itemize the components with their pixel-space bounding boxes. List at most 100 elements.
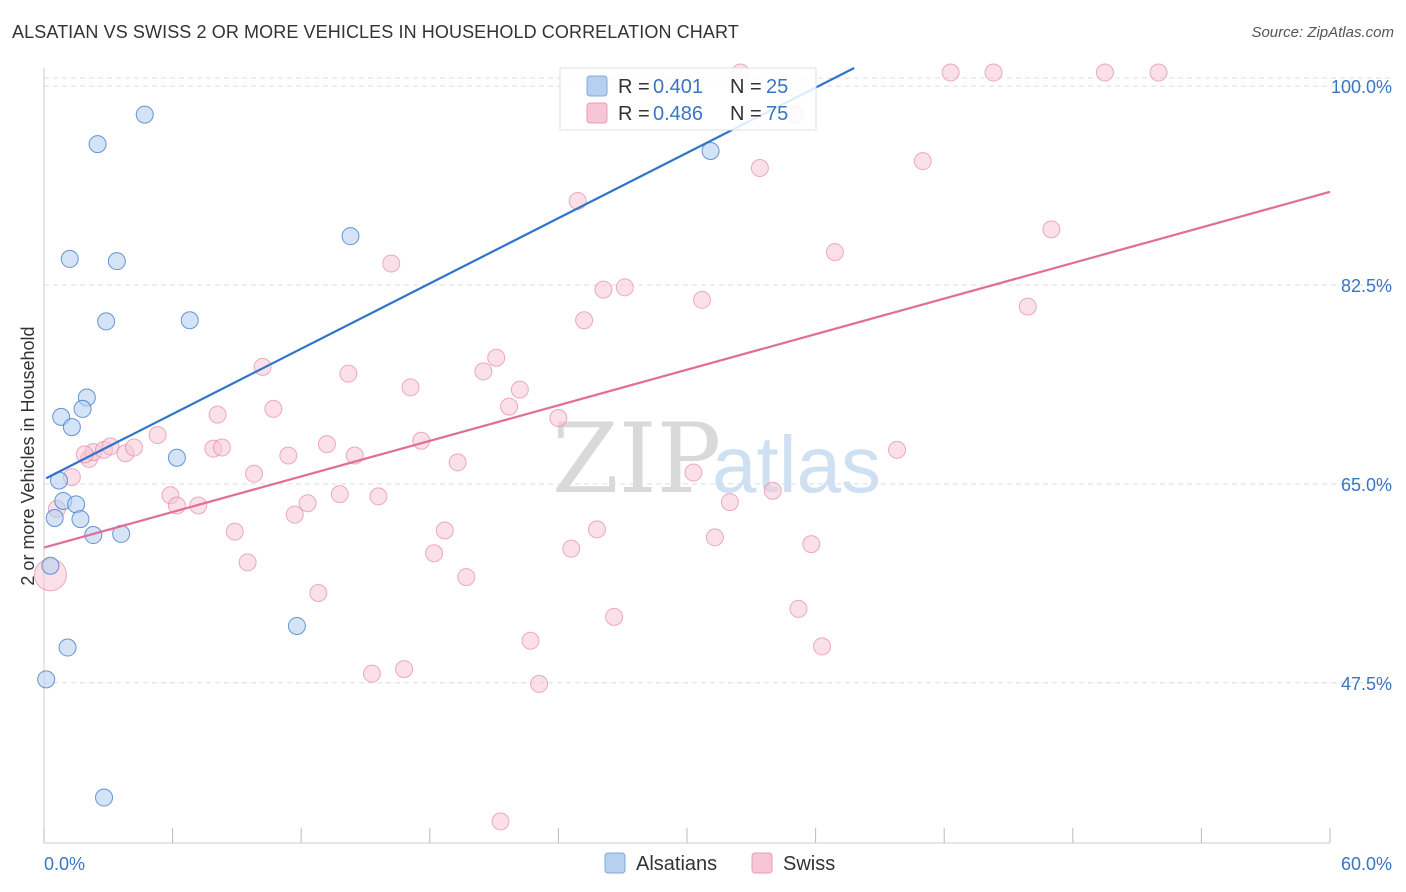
gridlines: [44, 77, 1392, 684]
legend-bottom-label-alsatians: Alsatians: [636, 853, 717, 875]
y-axis-tick-labels: 47.5% 65.0% 82.5% 100.0%: [1331, 77, 1392, 694]
alsatian-point: [45, 509, 64, 527]
legend-n-value-2: 75: [766, 103, 788, 125]
alsatian-point: [180, 311, 199, 330]
swiss-trendline: [43, 190, 1331, 549]
swiss-point: [568, 191, 587, 210]
swiss-point: [1095, 63, 1114, 82]
swiss-point: [941, 63, 960, 82]
swiss-point: [984, 63, 1003, 82]
swiss-point: [594, 280, 613, 299]
y-axis-title: 2 or more Vehicles in Household: [18, 326, 38, 585]
alsatian-point: [37, 670, 56, 689]
legend-bottom-swatch-alsatians: [604, 852, 626, 874]
x-tick-label-min: 0.0%: [44, 854, 85, 874]
swiss-point: [457, 568, 476, 587]
swiss-point: [317, 435, 336, 454]
swiss-point: [298, 494, 317, 513]
swiss-point: [789, 599, 808, 618]
swiss-point: [549, 409, 568, 427]
alsatian-point: [167, 448, 186, 467]
alsatian-point: [701, 141, 720, 160]
swiss-point: [309, 584, 328, 602]
legend-r-label-2: R =: [618, 103, 650, 125]
swiss-point: [575, 311, 594, 330]
swiss-point: [330, 485, 349, 504]
alsatian-point: [73, 399, 92, 418]
watermark-atlas: atlas: [712, 420, 881, 509]
alsatian-point: [88, 135, 107, 154]
swiss-point: [705, 528, 724, 547]
legend-swatch-swiss: [586, 102, 608, 124]
swiss-point: [369, 487, 388, 506]
legend-series: Alsatians Swiss: [604, 852, 835, 875]
swiss-point: [913, 152, 932, 171]
legend-n-value-1: 25: [766, 76, 788, 98]
swiss-point: [212, 438, 231, 457]
legend-r-value-2: 0.486: [653, 103, 703, 125]
swiss-point: [487, 348, 506, 367]
swiss-point: [802, 535, 821, 554]
swiss-point: [500, 397, 519, 416]
alsatian-trendline: [45, 67, 855, 480]
swiss-point: [279, 446, 298, 465]
swiss-point: [720, 493, 739, 512]
legend-swatch-alsatians: [586, 75, 608, 97]
swiss-point: [382, 254, 401, 273]
trendlines: [43, 67, 1331, 549]
x-tick-label-max: 60.0%: [1341, 854, 1392, 874]
swiss-point: [339, 364, 358, 383]
alsatian-point: [341, 227, 360, 246]
watermark-zip: ZIP: [552, 403, 721, 515]
swiss-point: [425, 544, 444, 563]
swiss-point: [684, 463, 703, 482]
alsatian-point: [62, 418, 81, 437]
swiss-point: [1042, 220, 1061, 239]
swiss-point: [888, 440, 907, 459]
swiss-point: [615, 278, 634, 297]
swiss-point: [587, 520, 606, 539]
legend-stats: R = 0.401 N = 25 R = 0.486 N = 75: [559, 67, 817, 131]
swiss-point: [448, 453, 467, 472]
alsatian-point: [135, 105, 154, 124]
alsatian-point: [71, 510, 90, 529]
swiss-point: [813, 637, 832, 656]
y-tick-label: 82.5%: [1341, 276, 1392, 296]
y-tick-label: 65.0%: [1341, 475, 1392, 495]
alsatian-point: [95, 788, 114, 807]
swiss-point: [238, 553, 257, 572]
swiss-point: [521, 631, 540, 650]
alsatian-point: [107, 252, 126, 271]
swiss-point: [510, 380, 529, 399]
legend-n-label-2: N =: [730, 103, 762, 125]
swiss-point: [75, 445, 94, 464]
alsatian-point: [58, 638, 77, 657]
alsatian-point: [97, 312, 116, 331]
swiss-point: [125, 438, 144, 457]
legend-bottom-label-swiss: Swiss: [783, 853, 835, 875]
swiss-point: [693, 290, 712, 309]
swiss-point: [825, 243, 844, 262]
swiss-point: [253, 357, 272, 376]
swiss-point: [435, 521, 454, 540]
alsatian-point: [41, 556, 60, 575]
swiss-point: [225, 522, 244, 541]
legend-bottom-swatch-swiss: [751, 852, 773, 874]
swiss-point: [491, 812, 510, 831]
alsatian-point: [60, 249, 79, 268]
swiss-point: [605, 607, 624, 626]
swiss-point: [562, 539, 581, 558]
swiss-point: [264, 399, 283, 418]
swiss-point: [395, 660, 414, 679]
swiss-point: [750, 159, 769, 177]
swiss-point: [401, 378, 420, 397]
alsatian-point: [287, 616, 306, 635]
swiss-point: [362, 664, 381, 683]
source-label: Source: ZipAtlas.com: [1251, 24, 1394, 41]
x-axis-ticks: [43, 828, 1331, 843]
chart-title: ALSATIAN VS SWISS 2 OR MORE VEHICLES IN …: [12, 22, 739, 42]
legend-r-label-1: R =: [618, 76, 650, 98]
swiss-point: [1149, 63, 1168, 82]
swiss-point: [1018, 297, 1037, 316]
